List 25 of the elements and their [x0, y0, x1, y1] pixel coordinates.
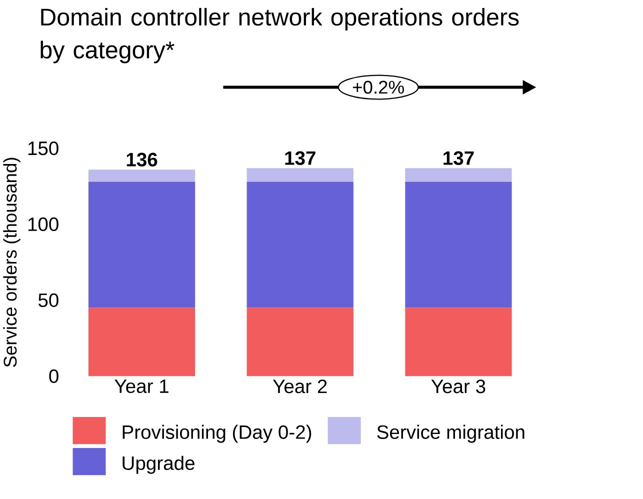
bar: [405, 182, 512, 308]
bar: [88, 182, 196, 308]
y-tick-label: 50: [38, 293, 58, 307]
total-label: 137: [444, 151, 474, 165]
bar: [88, 169, 196, 182]
chart-title: Domain controller network operations orders by category*: [40, 8, 519, 64]
y-axis-title: Service orders (thousand): [3, 158, 20, 367]
x-tick-label: Year 3: [431, 379, 486, 394]
legend-label: Provisioning (Day 0-2): [122, 424, 312, 443]
bar: [405, 308, 512, 376]
y-tick-label: 100: [28, 217, 58, 231]
bar: [246, 182, 354, 308]
y-tick-label: 150: [28, 141, 58, 156]
total-label: 136: [126, 152, 158, 166]
total-label: 137: [285, 151, 316, 165]
bar: [88, 308, 196, 376]
x-tick-label: Year 1: [114, 379, 168, 393]
text: +0.2%: [352, 80, 404, 94]
legend-label: Upgrade: [122, 456, 194, 474]
bar: [405, 168, 512, 182]
y-tick-label: 0: [49, 369, 58, 383]
bar: [246, 168, 354, 182]
bar: [246, 308, 354, 376]
legend-label: Service migration: [377, 424, 524, 443]
x-tick-label: Year 2: [272, 379, 327, 394]
